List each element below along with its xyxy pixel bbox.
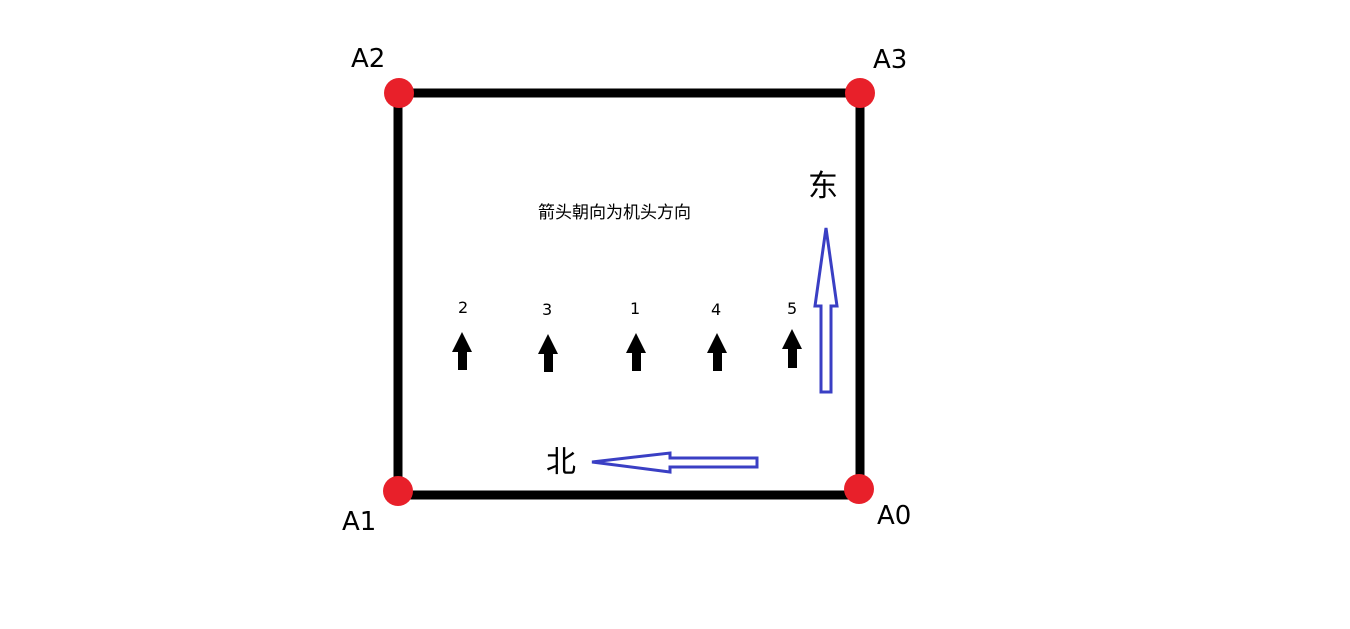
aircraft-arrow-icon-3 bbox=[538, 334, 558, 372]
aircraft-arrow-icon-2 bbox=[452, 332, 472, 370]
north-arrow-icon bbox=[591, 451, 759, 474]
direction-label-east: 东 bbox=[808, 169, 838, 204]
aircraft-label-1: 1 bbox=[630, 299, 641, 318]
aircraft-arrow-icon-1 bbox=[626, 333, 646, 371]
frame-square bbox=[393, 88, 865, 500]
aircraft-label-4: 4 bbox=[711, 300, 722, 319]
direction-label-north: 北 bbox=[546, 445, 576, 480]
corner-dot-a1 bbox=[383, 476, 413, 506]
corner-dot-a3 bbox=[845, 78, 875, 108]
heading-note: 箭头朝向为机头方向 bbox=[538, 203, 691, 223]
east-arrow-icon bbox=[813, 227, 839, 394]
corner-label-a0: A0 bbox=[877, 501, 912, 531]
aircraft-label-3: 3 bbox=[542, 300, 553, 319]
corner-dot-a2 bbox=[384, 78, 414, 108]
corner-label-a2: A2 bbox=[351, 44, 386, 74]
corner-label-a1: A1 bbox=[342, 507, 377, 537]
aircraft-arrow-icon-5 bbox=[782, 329, 802, 368]
corner-dot-a0 bbox=[844, 474, 874, 504]
aircraft-label-2: 2 bbox=[458, 298, 469, 317]
aircraft-label-5: 5 bbox=[787, 299, 798, 318]
aircraft-arrow-icon-4 bbox=[707, 333, 727, 371]
corner-label-a3: A3 bbox=[873, 45, 908, 75]
